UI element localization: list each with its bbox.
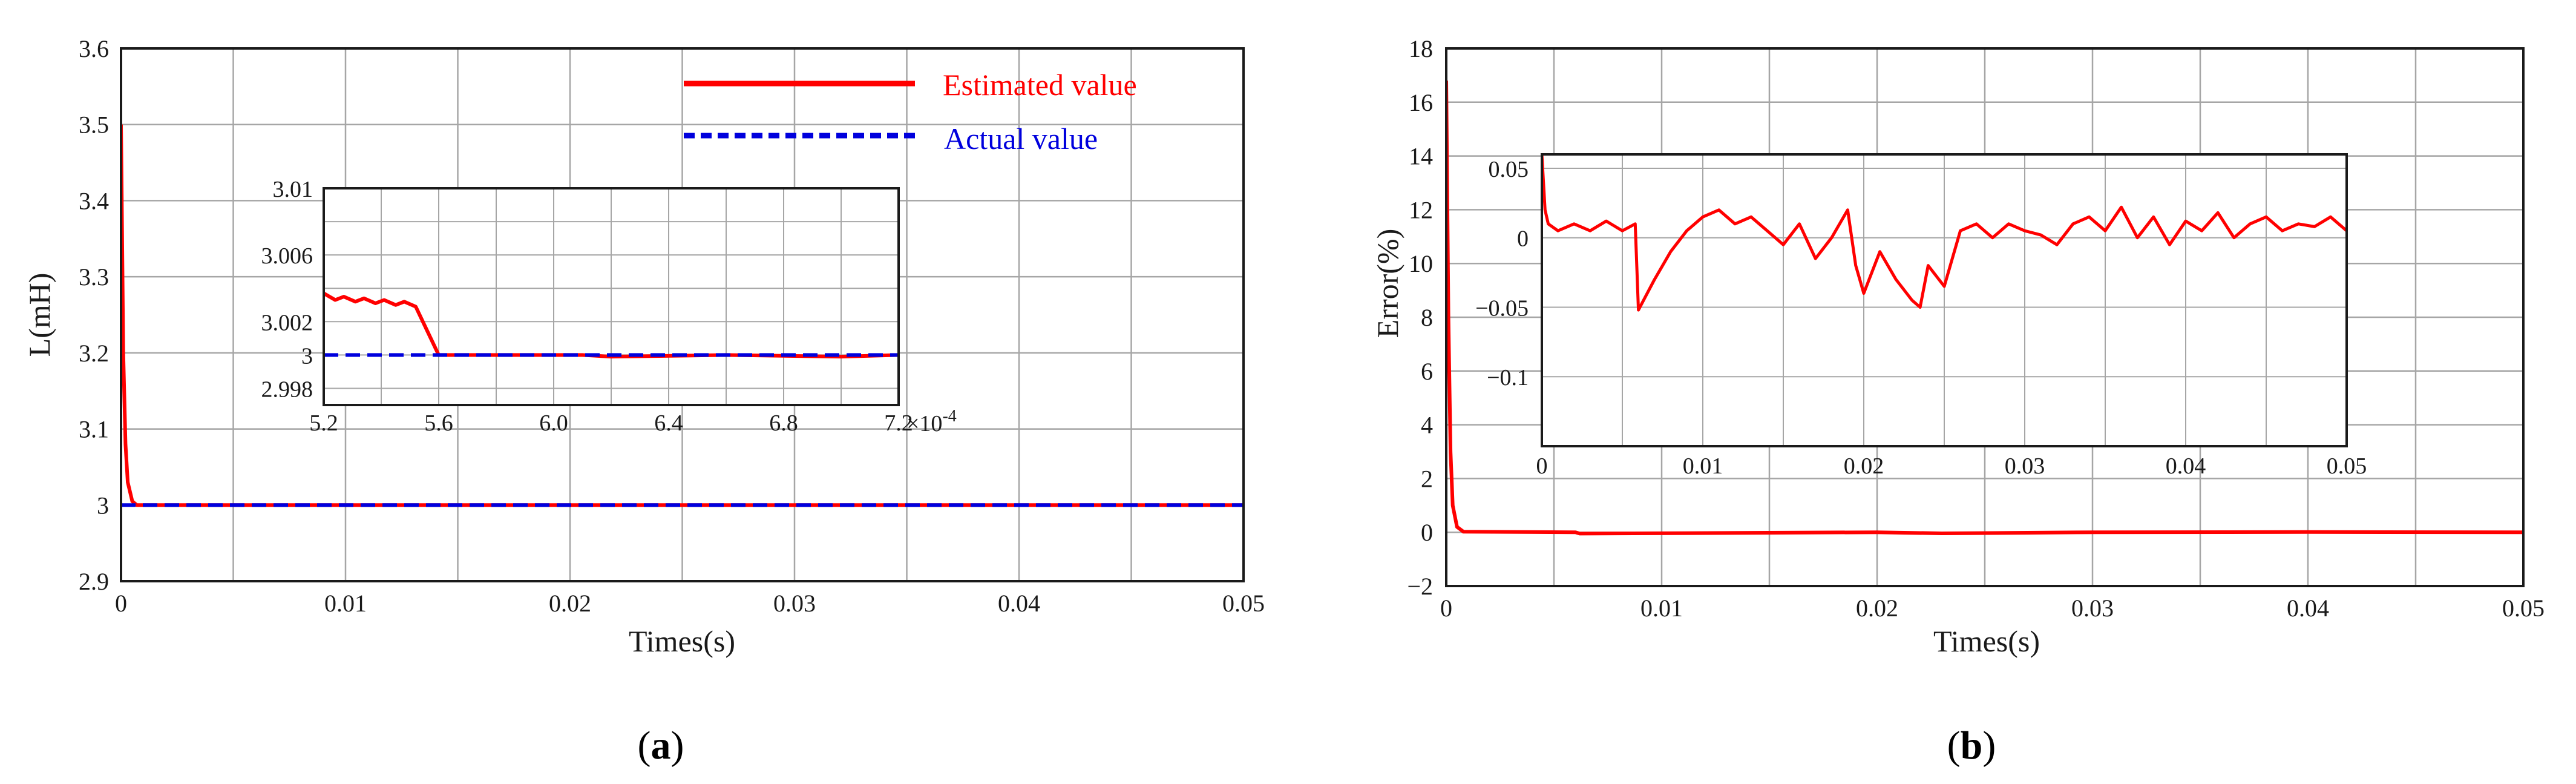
chart-b-inset-series-error	[1542, 154, 2347, 312]
chart-a-legend: Estimated value Actual value	[684, 68, 1137, 156]
chart-b-ytick-label: 18	[1409, 35, 1433, 62]
chart-b-inset-xtick-label: 0.02	[1844, 453, 1884, 479]
chart-b-inset-frame	[1541, 153, 2348, 447]
chart-a-ytick-label: 3.6	[79, 35, 109, 62]
chart-b-inset-xtick-label: 0	[1536, 453, 1548, 479]
chart-a-ytick-label: 2.9	[79, 568, 109, 595]
chart-b-inset-ytick-label: 0	[1517, 226, 1529, 252]
chart-a-inset-xtick-label: 7.2	[884, 410, 913, 436]
chart-b-ytick-label: 16	[1409, 89, 1433, 116]
chart-b-ytick-label: 6	[1421, 358, 1433, 385]
chart-b-xtick-label: 0.04	[2287, 595, 2329, 622]
chart-b-series-error	[1446, 81, 2523, 536]
chart-a-inset-ytick-label: 3.006	[261, 243, 313, 269]
legend-actual-label: Actual value	[944, 122, 1098, 156]
chart-b-ytick-label: 8	[1421, 304, 1433, 331]
chart-b-inset-series	[1542, 154, 2347, 312]
chart-a-ytick-label: 3.4	[79, 187, 109, 214]
chart-a-inset-frame	[323, 187, 900, 406]
chart-b-inset-ytick-label: −0.1	[1487, 365, 1529, 390]
chart-a-inset-x-multiplier: ×10-4	[906, 407, 957, 436]
chart-a-xtick-label: 0.02	[549, 590, 591, 617]
chart-a-inset-xtick-label: 5.2	[309, 410, 338, 436]
chart-b-inset-ticks: 0 0.01 0.02 0.03 0.04 0.05 −0.1 −0.05 0 0.05	[1475, 157, 2367, 479]
chart-b-xtick-label: 0.05	[2502, 595, 2545, 622]
chart-a-ytick-label: 3.3	[79, 263, 109, 291]
chart-a-ytick-label: 3.2	[79, 340, 109, 367]
chart-b: 0 0.01 0.02 0.03 0.04 0.05 −2 0 2 4 6 8 10 12 14 16 18 T…	[1371, 35, 2545, 658]
chart-b-xtick-label: 0.02	[1856, 595, 1898, 622]
chart-b-ytick-label: 14	[1409, 143, 1433, 170]
chart-b-ytick-label: 12	[1409, 196, 1433, 223]
caption-a: (a)	[638, 723, 684, 768]
chart-a-inset-xtick-label: 6.4	[654, 410, 683, 436]
chart-a-xlabel: Times(s)	[629, 624, 735, 658]
chart-a-inset-ytick-label: 2.998	[261, 377, 313, 402]
chart-b-xlabel: Times(s)	[1933, 624, 2040, 658]
legend-estimated-label: Estimated value	[943, 68, 1137, 102]
chart-a-ticks: 0 0.01 0.02 0.03 0.04 0.05 2.9 3 3.1 3.2 3.3 3.4 3.5…	[79, 35, 1265, 617]
chart-b-ylabel: Error(%)	[1371, 229, 1404, 338]
chart-a-inset-ytick-label: 3.01	[273, 177, 313, 202]
chart-a-xtick-label: 0.03	[773, 590, 816, 617]
chart-a-inset-ticks: 5.2 5.6 6.0 6.4 6.8 7.2 2.998 3 3.002 3.006 3.01	[261, 177, 913, 436]
chart-b-xtick-label: 0.03	[2071, 595, 2114, 622]
chart-a-inset-xtick-label: 5.6	[424, 410, 453, 436]
chart-a-xtick-label: 0	[115, 590, 127, 617]
chart-a-inset-series-estimated-value	[324, 291, 899, 359]
chart-b-inset-xtick-label: 0.05	[2327, 453, 2367, 479]
chart-b-inset-grid	[1542, 154, 2347, 446]
chart-a-ytick-label: 3.5	[79, 111, 109, 139]
chart-b-series	[1446, 81, 2523, 536]
chart-b-inset-ytick-label: 0.05	[1489, 157, 1529, 182]
chart-b-inset-xtick-label: 0.04	[2166, 453, 2206, 479]
chart-a-ytick-label: 3	[97, 492, 109, 519]
chart-a-ylabel: L(mH)	[22, 273, 56, 357]
chart-a-inset-xtick-label: 6.0	[539, 410, 568, 436]
chart-b-frame	[1445, 47, 2525, 587]
chart-a-inset-ytick-label: 3	[301, 343, 313, 369]
chart-b-ytick-label: −2	[1407, 573, 1433, 600]
chart-b-ticks: 0 0.01 0.02 0.03 0.04 0.05 −2 0 2 4 6 8 10 12 14 16 18	[1407, 35, 2545, 622]
chart-a-frame	[120, 47, 1245, 582]
chart-a-xtick-label: 0.01	[324, 590, 367, 617]
chart-b-xtick-label: 0.01	[1640, 595, 1683, 622]
chart-b-ytick-label: 4	[1421, 412, 1433, 439]
chart-b-ytick-label: 0	[1421, 519, 1433, 546]
chart-b-xtick-label: 0	[1440, 595, 1452, 622]
chart-a-xtick-label: 0.05	[1222, 590, 1265, 617]
chart-a-inset: 5.2 5.6 6.0 6.4 6.8 7.2 2.998 3 3.002 3.006 3.01 ×…	[261, 177, 957, 436]
chart-a: 0 0.01 0.02 0.03 0.04 0.05 2.9 3 3.1 3.2 3.3 3.4 3.5…	[22, 35, 1265, 658]
chart-a-ytick-label: 3.1	[79, 416, 109, 443]
chart-b-inset-xtick-label: 0.03	[2005, 453, 2045, 479]
chart-a-inset-series	[324, 291, 899, 359]
chart-b-inset: 0 0.01 0.02 0.03 0.04 0.05 −0.1 −0.05 0 0.05	[1475, 153, 2367, 479]
chart-b-inset-ytick-label: −0.05	[1475, 295, 1529, 321]
chart-b-ytick-label: 2	[1421, 465, 1433, 492]
chart-a-series	[121, 124, 1244, 507]
chart-b-inset-xtick-label: 0.01	[1683, 453, 1723, 479]
chart-a-inset-grid	[324, 188, 899, 405]
chart-b-ytick-label: 10	[1409, 250, 1433, 277]
chart-a-inset-xtick-label: 6.8	[769, 410, 798, 436]
chart-a-xtick-label: 0.04	[998, 590, 1040, 617]
caption-b: (b)	[1947, 723, 1996, 768]
chart-a-inset-ytick-label: 3.002	[261, 310, 313, 335]
